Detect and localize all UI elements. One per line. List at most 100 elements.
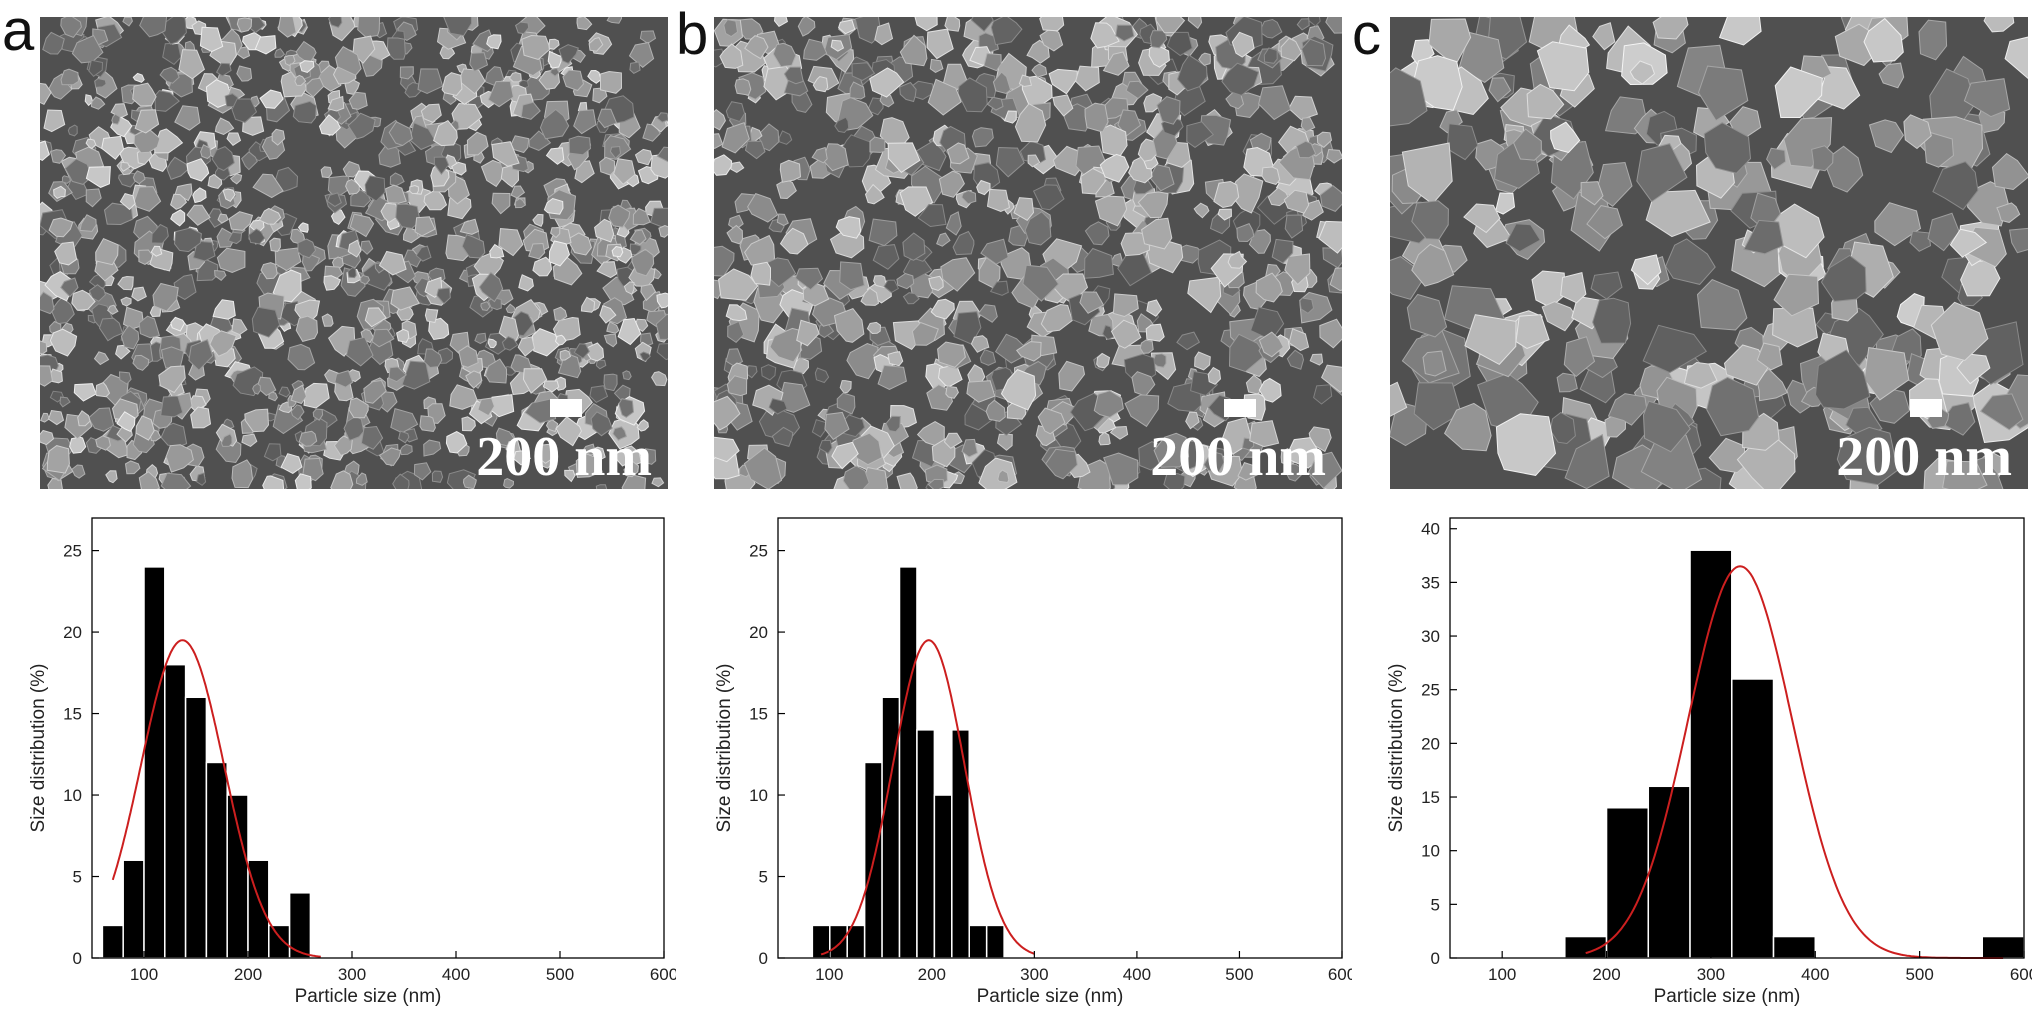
sem-grain (622, 370, 632, 381)
sem-grain (639, 351, 651, 362)
sem-grain (178, 49, 206, 80)
sem-grain (85, 138, 97, 150)
sem-grain (160, 395, 184, 418)
sem-grain (40, 140, 50, 161)
sem-grain (1927, 212, 1960, 252)
sem-grain (134, 109, 160, 134)
sem-grain (1706, 376, 1760, 437)
sem-grain (1185, 411, 1200, 430)
sem-grain (1109, 425, 1129, 440)
sem-grain (1231, 31, 1255, 58)
sem-grain (623, 460, 640, 478)
gaussian-fit-line (111, 639, 321, 958)
sem-grain (399, 66, 414, 80)
sem-grain (390, 286, 420, 311)
sem-grain (117, 275, 134, 291)
sem-grain (545, 147, 565, 165)
sem-grain (360, 240, 374, 255)
x-tick-label: 200 (918, 965, 946, 984)
sem-grain (961, 438, 978, 458)
sem-grain (1629, 60, 1656, 85)
sem-grain (631, 248, 655, 277)
sem-grain (1820, 254, 1867, 302)
sem-grain (573, 343, 590, 359)
sem-grain (1141, 217, 1173, 250)
sem-grain (580, 296, 596, 313)
sem-grain (209, 330, 237, 357)
sem-grain (641, 448, 657, 465)
sem-grain (170, 193, 188, 210)
plot-frame (91, 517, 665, 959)
sem-grain (927, 478, 945, 489)
sem-grain (47, 409, 65, 426)
sem-grain (298, 430, 318, 447)
sem-grain (43, 109, 66, 133)
sem-grain (718, 268, 759, 301)
sem-grain (242, 116, 265, 136)
sem-grain (946, 142, 970, 165)
sem-grain (961, 190, 977, 205)
sem-grain (260, 262, 278, 280)
sem-grain (632, 207, 651, 226)
sem-grain (730, 161, 745, 173)
sem-grain (589, 385, 609, 404)
sem-grain (1217, 208, 1232, 221)
sem-grain (595, 359, 607, 370)
sem-grain (1048, 68, 1078, 95)
sem-grain (327, 95, 345, 112)
sem-grain (173, 274, 197, 300)
sem-grain (854, 17, 882, 44)
sem-grain (836, 392, 856, 415)
sem-grain (484, 358, 507, 384)
sem-grain (640, 283, 657, 302)
x-axis-label: Particle size (nm) (977, 986, 1124, 1007)
sem-grain (534, 443, 555, 464)
histogram-bar (968, 924, 988, 959)
sem-grain (1811, 145, 1834, 172)
histogram-bar (1731, 678, 1775, 959)
sem-grain (150, 245, 163, 257)
sem-grain (518, 274, 534, 292)
sem-grain (818, 324, 835, 339)
sem-grain (927, 78, 962, 116)
y-tick-label: 25 (749, 542, 768, 561)
sem-grain (902, 232, 926, 261)
gaussian-fit-line (820, 639, 1035, 956)
y-tick-label: 5 (759, 868, 768, 887)
sem-grain (360, 54, 383, 77)
sem-grain (1318, 220, 1342, 254)
sem-grain (186, 204, 211, 226)
sem-grain (1143, 93, 1163, 113)
sem-grain (1117, 109, 1142, 137)
sem-grain (1299, 297, 1315, 314)
sem-grain (1255, 272, 1283, 303)
sem-grain (1513, 128, 1542, 161)
y-tick-label: 25 (1421, 681, 1440, 700)
sem-grain (1045, 448, 1078, 480)
sem-grain (1258, 331, 1285, 358)
sem-grain (980, 238, 1009, 265)
sem-grain (562, 69, 585, 92)
sem-grain (564, 469, 576, 483)
sem-grain (1090, 22, 1120, 49)
sem-grain (60, 68, 80, 86)
sem-grain (294, 473, 312, 489)
sem-grain (355, 472, 368, 486)
sem-grain (1094, 195, 1128, 227)
sem-grain (498, 228, 524, 257)
sem-grain (1014, 103, 1047, 143)
sem-grain (132, 72, 145, 83)
sem-grain (423, 348, 443, 369)
sem-grain (256, 376, 277, 397)
sem-grain (714, 133, 724, 149)
sem-grain (439, 45, 456, 60)
sem-grain (1580, 181, 1604, 206)
sem-grain (606, 17, 623, 24)
sem-grain (165, 444, 194, 473)
sem-grain (258, 207, 282, 225)
sem-grain (363, 379, 387, 404)
sem-grain (1237, 461, 1259, 481)
sem-grain (244, 408, 270, 433)
sem-grain (542, 380, 560, 393)
sem-grain (423, 439, 442, 457)
